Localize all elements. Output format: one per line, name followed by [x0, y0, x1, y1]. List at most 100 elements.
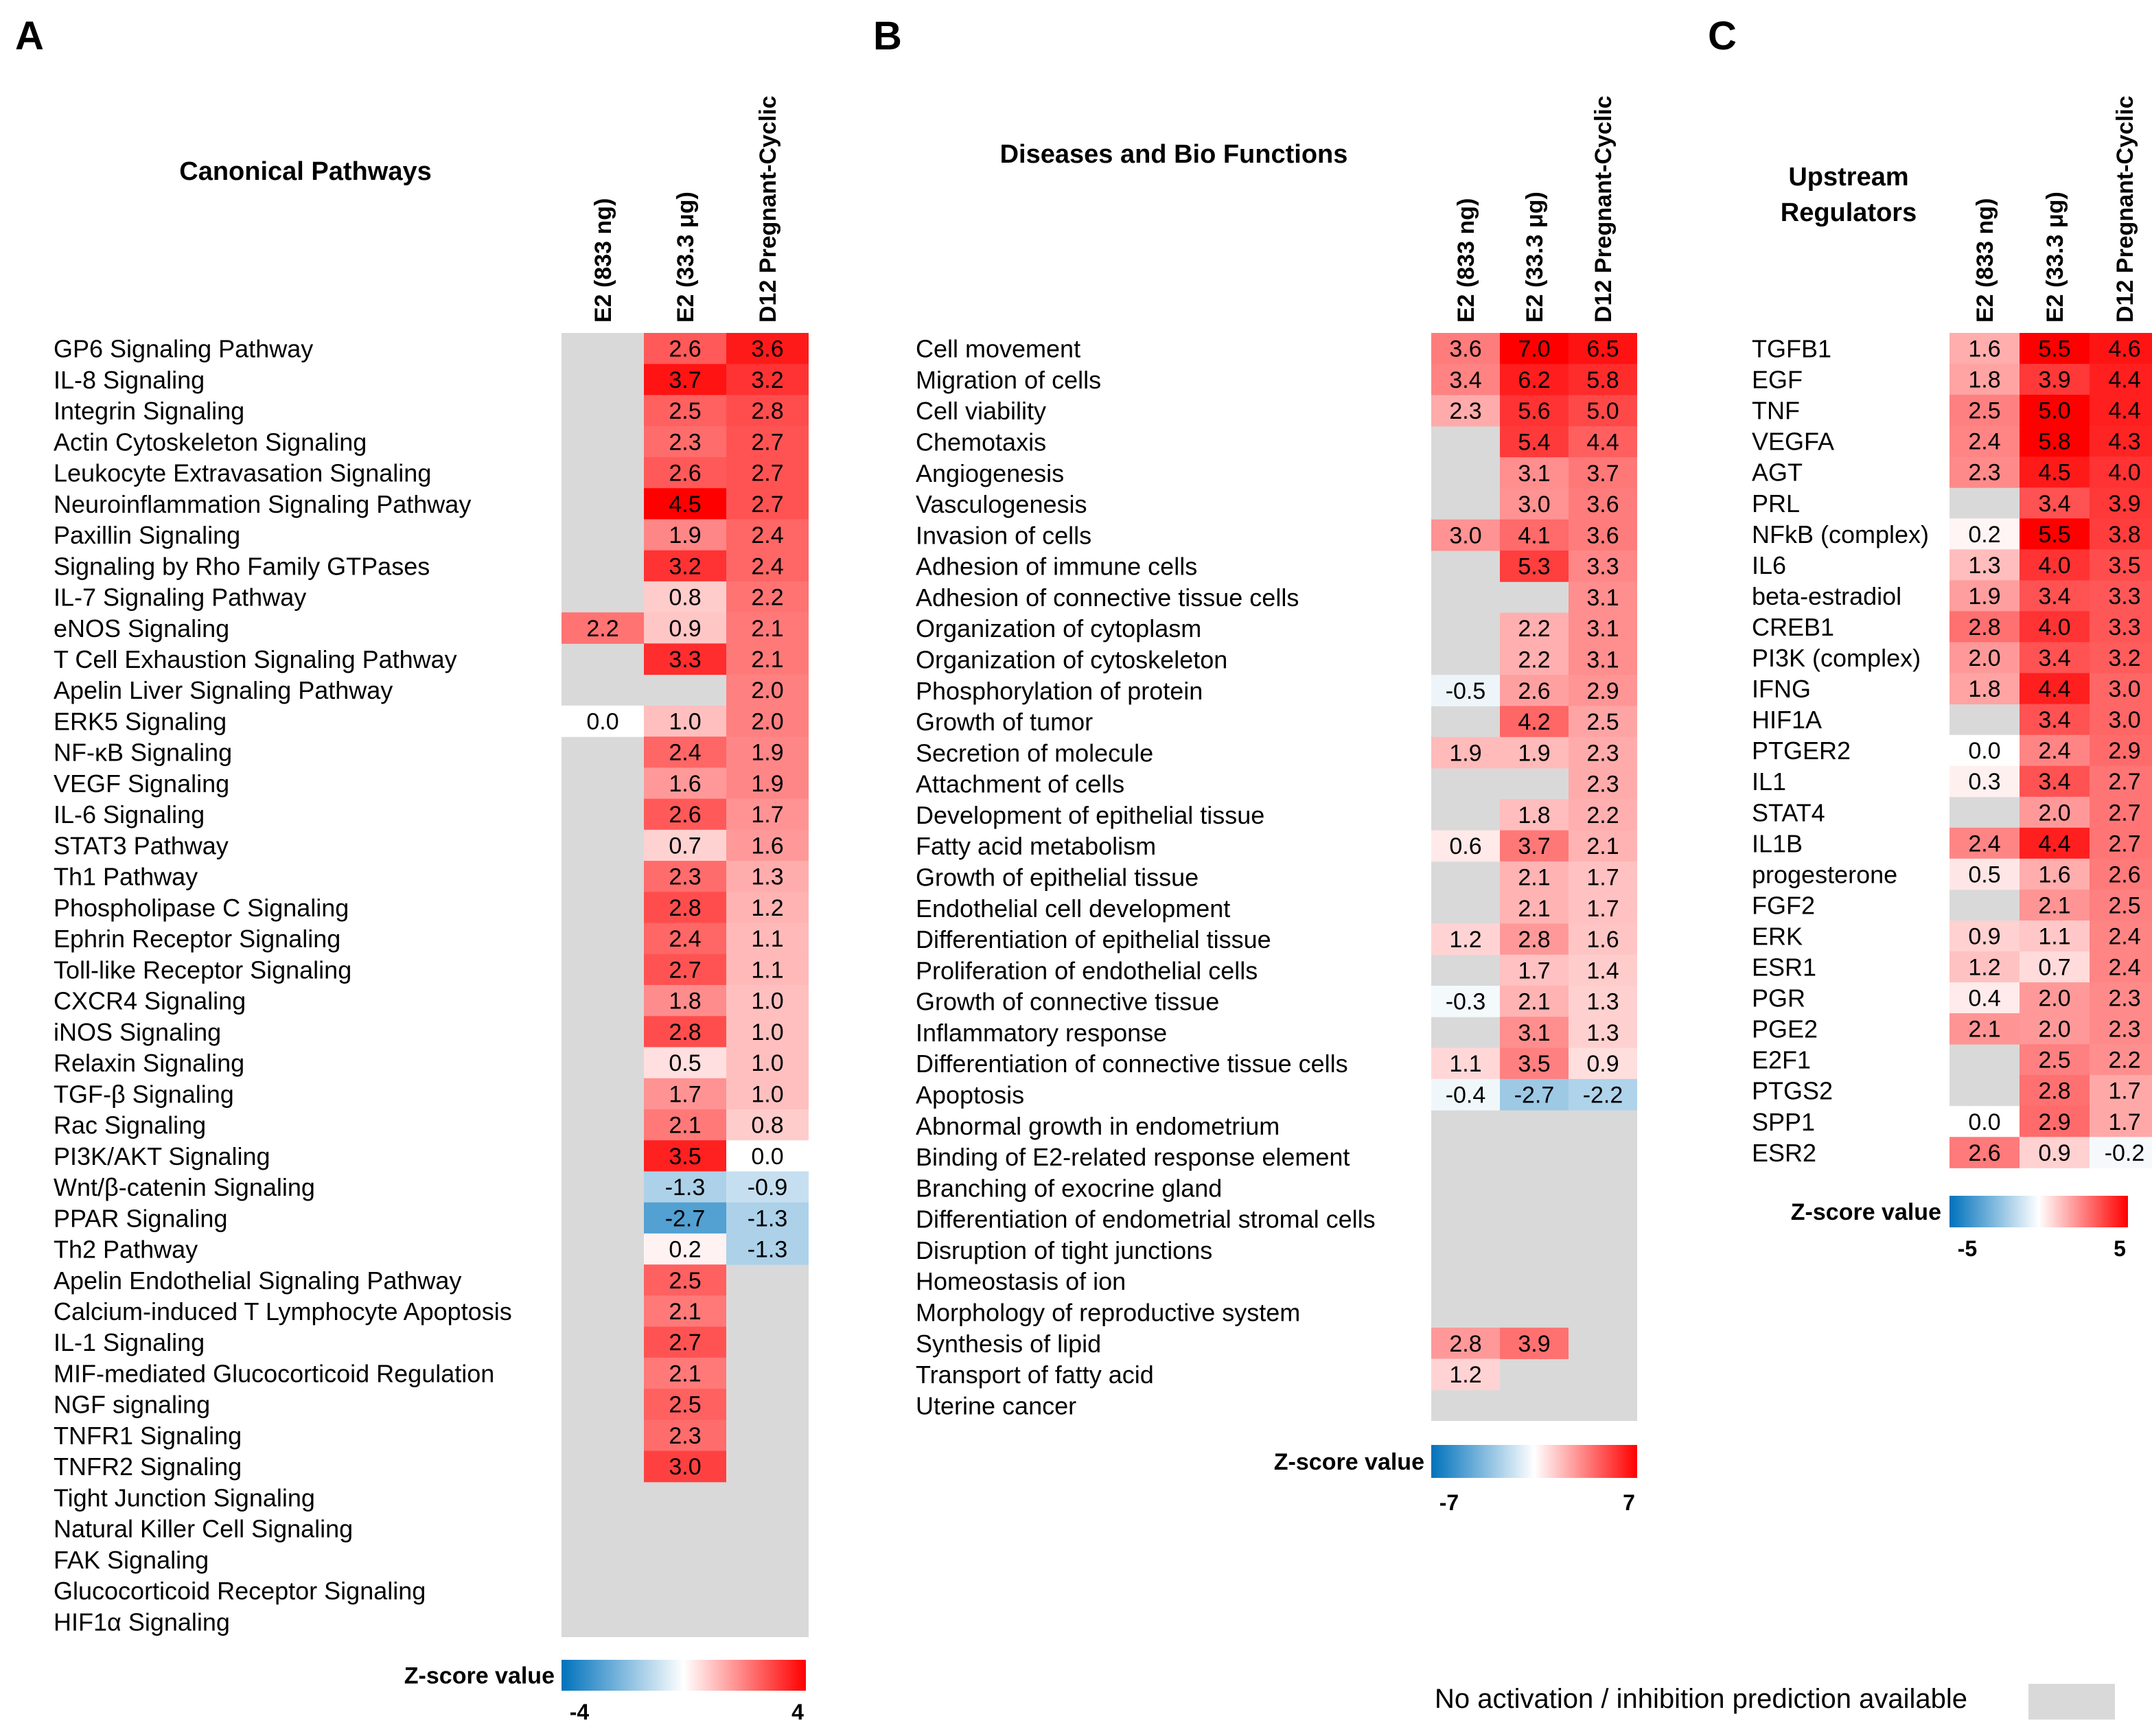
row-label: Adhesion of connective tissue cells — [916, 583, 1299, 612]
cell-value: 2.0 — [751, 678, 783, 704]
cell-value: 2.5 — [669, 398, 701, 424]
heatmap-cell — [1569, 519, 1637, 551]
cell-value: 3.1 — [1586, 647, 1619, 673]
row-label: Growth of connective tissue — [916, 988, 1219, 1016]
heatmap-cell — [726, 985, 809, 1017]
heatmap-cell — [644, 1047, 726, 1079]
heatmap-cell — [1500, 488, 1569, 520]
cell-value: 3.6 — [1586, 491, 1619, 518]
row-label: VEGFA — [1752, 428, 1834, 456]
row-label: PGE2 — [1752, 1015, 1818, 1043]
colorbar — [1431, 1445, 1637, 1478]
cell-value: 3.0 — [1449, 522, 1481, 548]
panel-a-canonical-pathways: A Canonical Pathways E2 (833 ng) E2 (33.3 μ… — [15, 14, 809, 1724]
cell-value: 3.0 — [2108, 676, 2140, 702]
heatmap-cell — [1949, 827, 2020, 859]
row-label: STAT3 Pathway — [54, 831, 229, 859]
cell-value: 3.4 — [2038, 707, 2070, 733]
cell-value: -1.3 — [748, 1205, 788, 1231]
cell-value: 0.0 — [751, 1144, 783, 1170]
heatmap-cell — [644, 364, 726, 395]
heatmap-cell — [1500, 706, 1569, 738]
heatmap-cell — [2090, 765, 2152, 798]
row-label: progesterone — [1752, 860, 1897, 888]
row-label: Branching of exocrine gland — [916, 1174, 1222, 1202]
cell-value: 3.4 — [2038, 583, 2070, 610]
heatmap-cell — [1949, 580, 2020, 612]
heatmap-cell — [726, 829, 809, 861]
heatmap-cell — [1431, 1328, 1500, 1359]
heatmap-cell — [644, 1295, 726, 1328]
heatmap-cell — [726, 674, 809, 706]
cell-value: -0.3 — [1446, 989, 1486, 1015]
cell-value: 1.7 — [751, 802, 783, 828]
cell-value: 2.0 — [2038, 986, 2070, 1012]
column-label: E2 (33.3 μg) — [2042, 192, 2068, 323]
cell-value: 1.9 — [751, 771, 783, 797]
cell-value: 2.2 — [1518, 616, 1550, 642]
heatmap-cell — [726, 953, 809, 986]
cell-value: 1.7 — [669, 1081, 701, 1107]
heatmap-cell — [2090, 518, 2152, 550]
cell-value: 4.4 — [2108, 398, 2140, 424]
heatmap-cell — [562, 705, 644, 737]
cell-value: -0.5 — [1446, 678, 1486, 704]
row-label: PTGER2 — [1752, 737, 1851, 765]
heatmap-cell — [1500, 551, 1569, 582]
column-label: E2 (833 ng) — [1972, 198, 1998, 323]
cell-value: 2.0 — [751, 708, 783, 734]
heatmap-cell — [726, 1233, 809, 1265]
cell-value: 4.4 — [2108, 367, 2140, 393]
heatmap-cell — [726, 737, 809, 768]
cell-value: 3.7 — [1586, 461, 1619, 487]
cell-value: 2.7 — [751, 429, 783, 455]
heatmap-cell — [1949, 951, 2020, 983]
cell-value: 0.9 — [2038, 1140, 2070, 1166]
heatmap-cell — [2020, 734, 2090, 767]
row-label: Synthesis of lipid — [916, 1330, 1101, 1358]
row-label: IL-1 Signaling — [54, 1328, 205, 1356]
cell-value: 1.4 — [1586, 958, 1619, 984]
heatmap-cell — [1431, 830, 1500, 862]
heatmap-cell — [2020, 1075, 2090, 1107]
cell-value: 2.1 — [669, 1361, 701, 1387]
row-label: Toll-like Receptor Signaling — [54, 956, 351, 984]
cell-value: 2.2 — [2108, 1048, 2140, 1074]
heatmap-cell — [644, 1016, 726, 1048]
panel-title-line: Regulators — [1781, 198, 1917, 227]
heatmap-cell — [644, 426, 726, 458]
heatmap-cell — [644, 985, 726, 1017]
heatmap-cell — [1569, 364, 1637, 396]
heatmap-cell — [1569, 706, 1637, 738]
cell-value: 3.1 — [1586, 585, 1619, 611]
cell-value: 2.3 — [669, 864, 701, 890]
heatmap-cell — [1569, 861, 1637, 893]
heatmap-cell — [644, 767, 726, 800]
cell-value: 5.8 — [1586, 367, 1619, 393]
heatmap-cell — [644, 1171, 726, 1203]
cell-value: 2.3 — [2108, 986, 2140, 1012]
heatmap-cell — [562, 612, 644, 644]
row-label: TNF — [1752, 397, 1800, 425]
cell-value: 2.0 — [2038, 800, 2070, 826]
heatmap-cell — [2020, 1013, 2090, 1045]
row-label: Signaling by Rho Family GTPases — [54, 552, 430, 580]
row-label: CREB1 — [1752, 613, 1834, 641]
heatmap-cell — [2090, 611, 2152, 643]
heatmap-cell — [1949, 1013, 2020, 1045]
heatmap-cell — [1500, 799, 1569, 831]
row-label: PI3K/AKT Signaling — [54, 1142, 270, 1170]
heatmap-cell — [1431, 519, 1500, 551]
panel-title: Diseases and Bio Functions — [1000, 140, 1348, 169]
row-label: Inflammatory response — [916, 1019, 1167, 1047]
heatmap-cell — [644, 1326, 726, 1358]
cell-value: 3.5 — [2108, 553, 2140, 579]
cell-value: 2.1 — [669, 1113, 701, 1139]
row-label: Organization of cytoplasm — [916, 614, 1201, 643]
heatmap-cell — [1431, 364, 1500, 396]
heatmap-cell — [1500, 737, 1569, 769]
cell-value: -1.3 — [665, 1174, 706, 1201]
cell-value: 2.3 — [1968, 460, 2000, 486]
heatmap-cell — [726, 426, 809, 458]
heatmap-cell — [2020, 364, 2090, 395]
